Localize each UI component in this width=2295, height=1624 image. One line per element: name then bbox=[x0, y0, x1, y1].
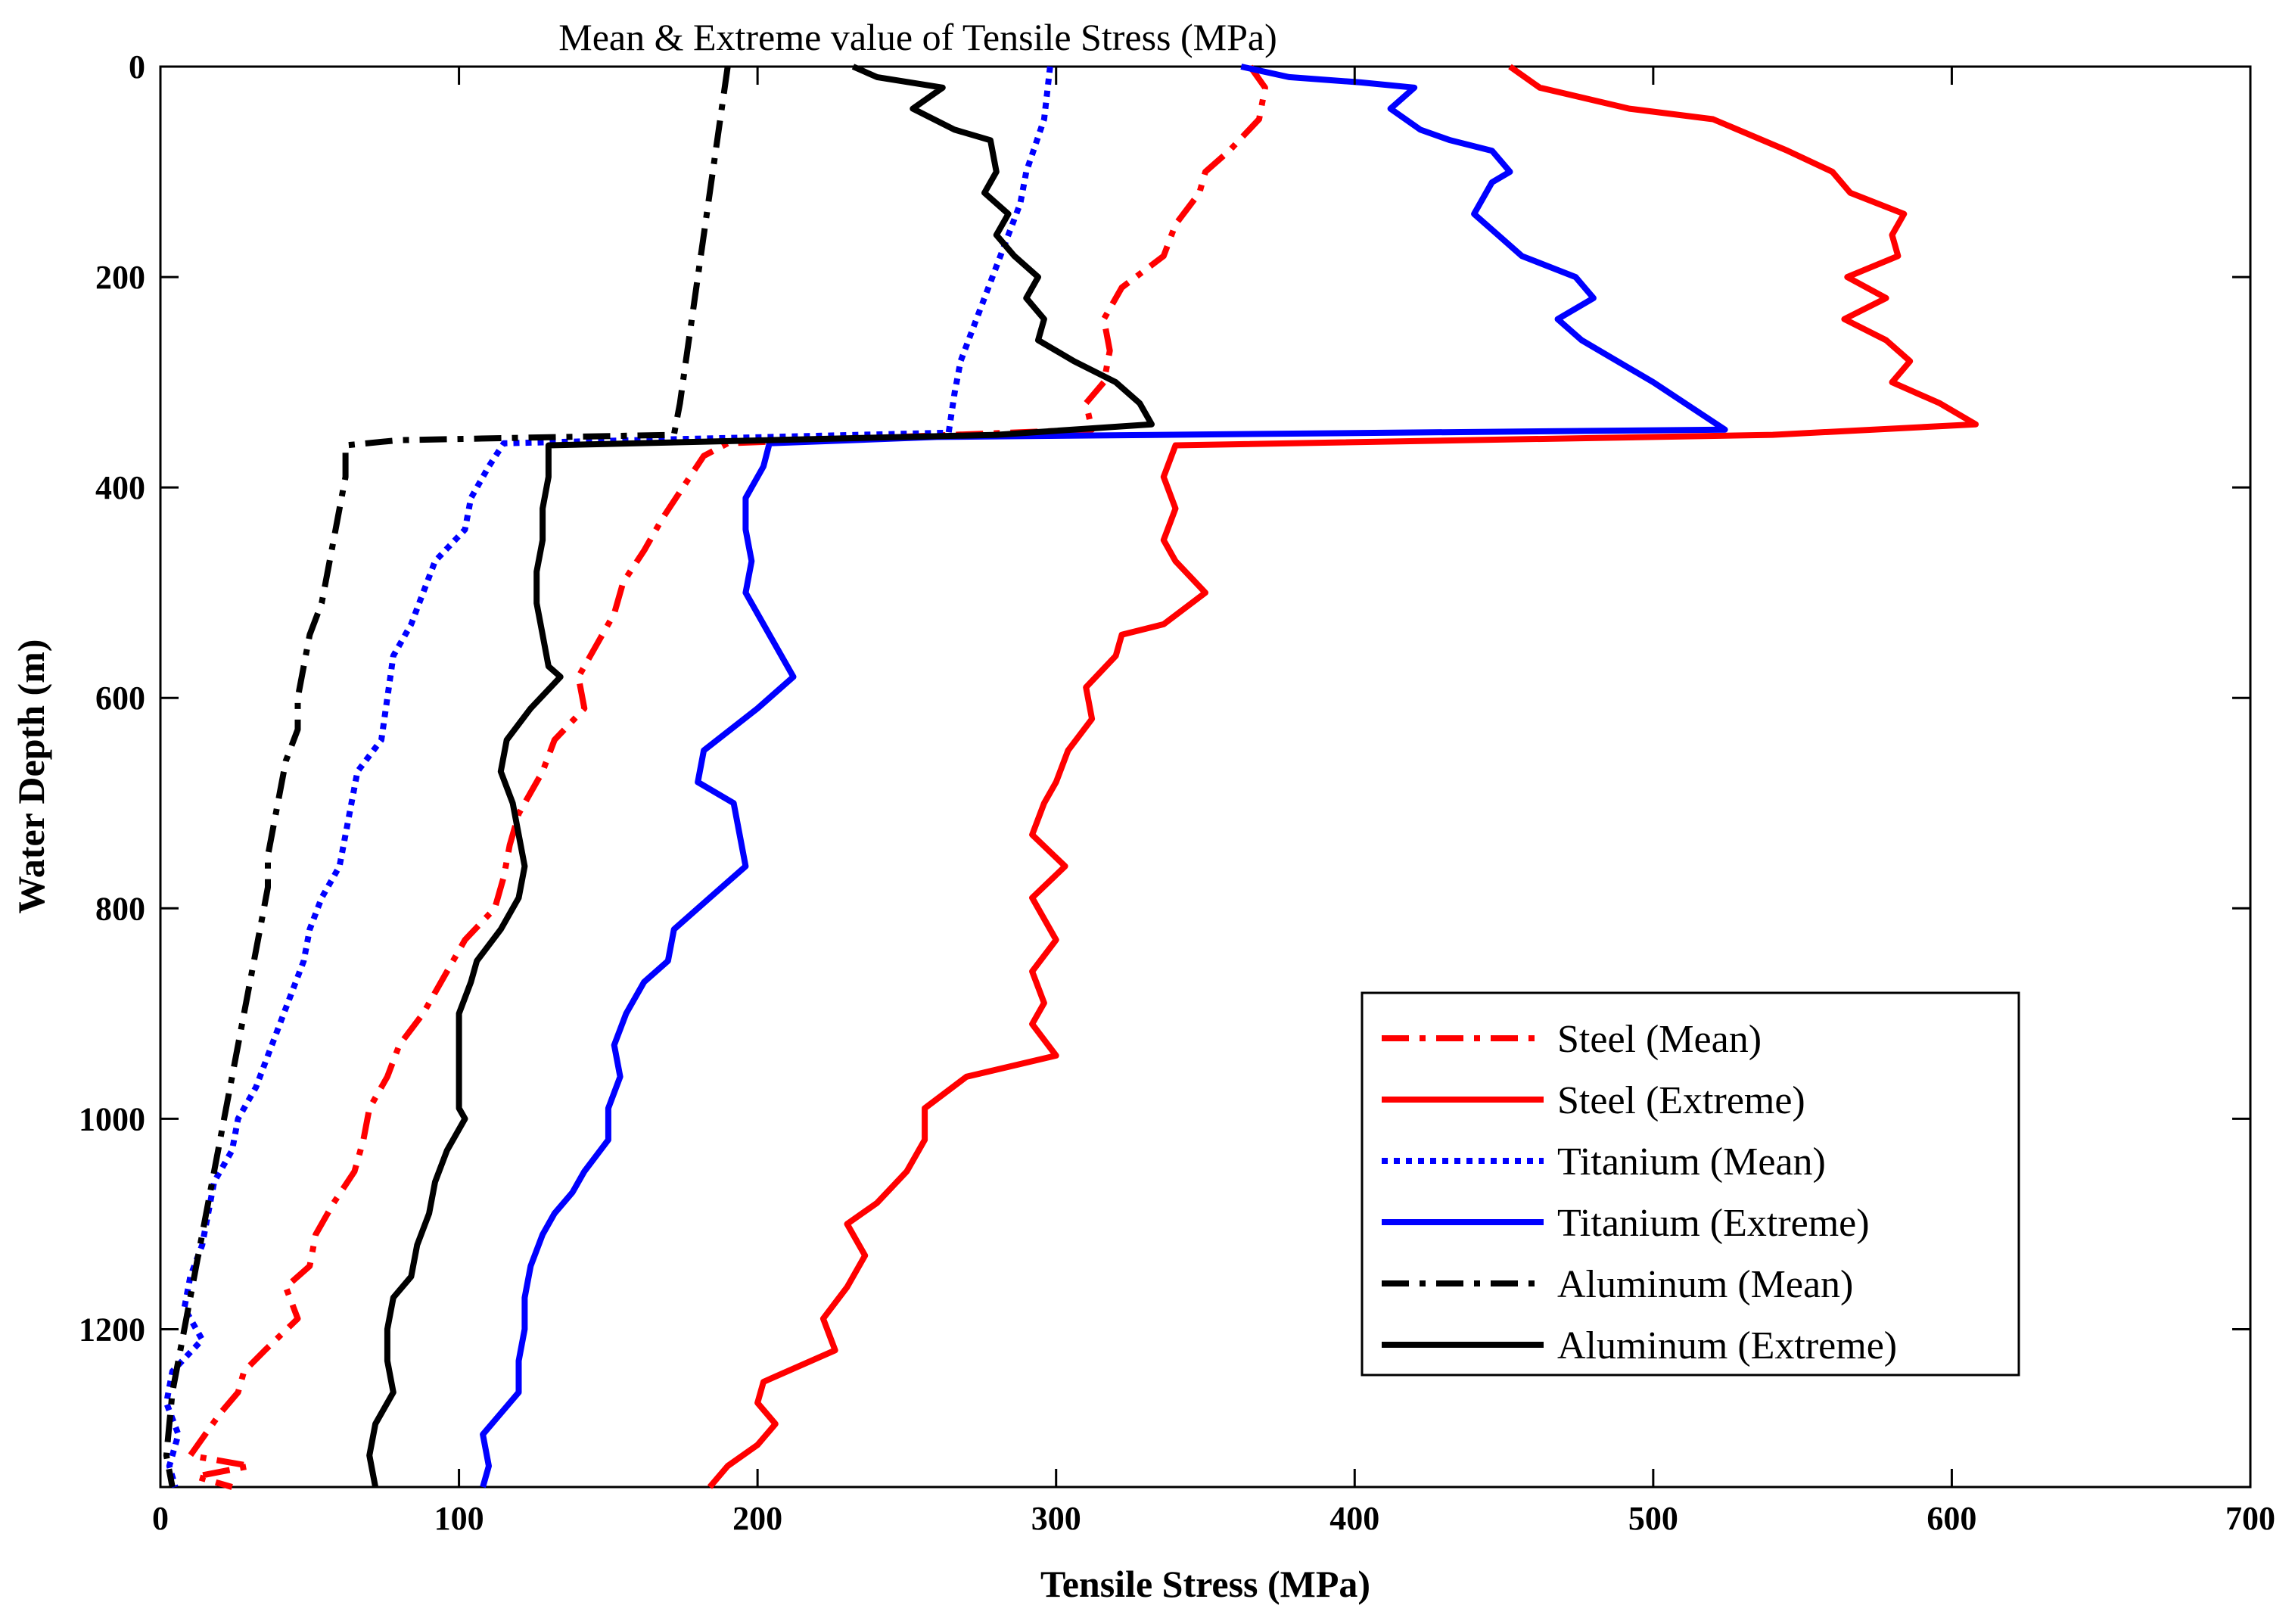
y-tick-label: 1200 bbox=[79, 1311, 145, 1348]
y-axis-label: Water Depth (m) bbox=[10, 639, 52, 914]
legend-box bbox=[1361, 991, 2020, 1377]
series-line-steel-extreme bbox=[707, 64, 1979, 1489]
series-line-aluminum-mean bbox=[163, 66, 731, 1488]
legend-label: Aluminum (Extreme) bbox=[1557, 1324, 1897, 1367]
legend: Steel (Mean) Steel (Extreme) Titanium (Mea… bbox=[1361, 991, 2020, 1377]
y-tick-label: 600 bbox=[95, 680, 145, 717]
legend-label: Titanium (Extreme) bbox=[1557, 1202, 1870, 1245]
legend-label: Aluminum (Mean) bbox=[1557, 1263, 1853, 1306]
series-line-steel-mean bbox=[187, 64, 1268, 1490]
series-line-aluminum-extreme bbox=[366, 64, 1155, 1488]
tick-layer: 0 100 200 300 400 500 600 700 0 200 400 600 800 1000 1… bbox=[79, 48, 2275, 1537]
x-tick-label: 600 bbox=[1926, 1500, 1976, 1537]
series-line-titanium-extreme bbox=[480, 64, 1728, 1489]
legend-label: Steel (Mean) bbox=[1557, 1018, 1762, 1061]
y-tick-label: 0 bbox=[129, 48, 145, 86]
y-tick-label: 800 bbox=[95, 890, 145, 927]
legend-label: Steel (Extreme) bbox=[1557, 1079, 1805, 1122]
x-tick-label: 0 bbox=[152, 1500, 169, 1537]
series-layer bbox=[163, 64, 1979, 1490]
chart-title: Mean & Extreme value of Tensile Stress (… bbox=[558, 16, 1277, 58]
legend-label: Titanium (Mean) bbox=[1557, 1140, 1826, 1184]
x-tick-label: 300 bbox=[1031, 1500, 1081, 1537]
x-tick-label: 200 bbox=[732, 1500, 782, 1537]
x-tick-label: 100 bbox=[434, 1500, 484, 1537]
x-tick-label: 500 bbox=[1628, 1500, 1678, 1537]
x-axis-label: Tensile Stress (MPa) bbox=[1040, 1563, 1370, 1605]
x-tick-label: 400 bbox=[1329, 1500, 1379, 1537]
y-tick-label: 400 bbox=[95, 469, 145, 506]
y-tick-label: 200 bbox=[95, 259, 145, 296]
x-tick-label: 700 bbox=[2225, 1500, 2275, 1537]
y-tick-label: 1000 bbox=[79, 1100, 145, 1137]
